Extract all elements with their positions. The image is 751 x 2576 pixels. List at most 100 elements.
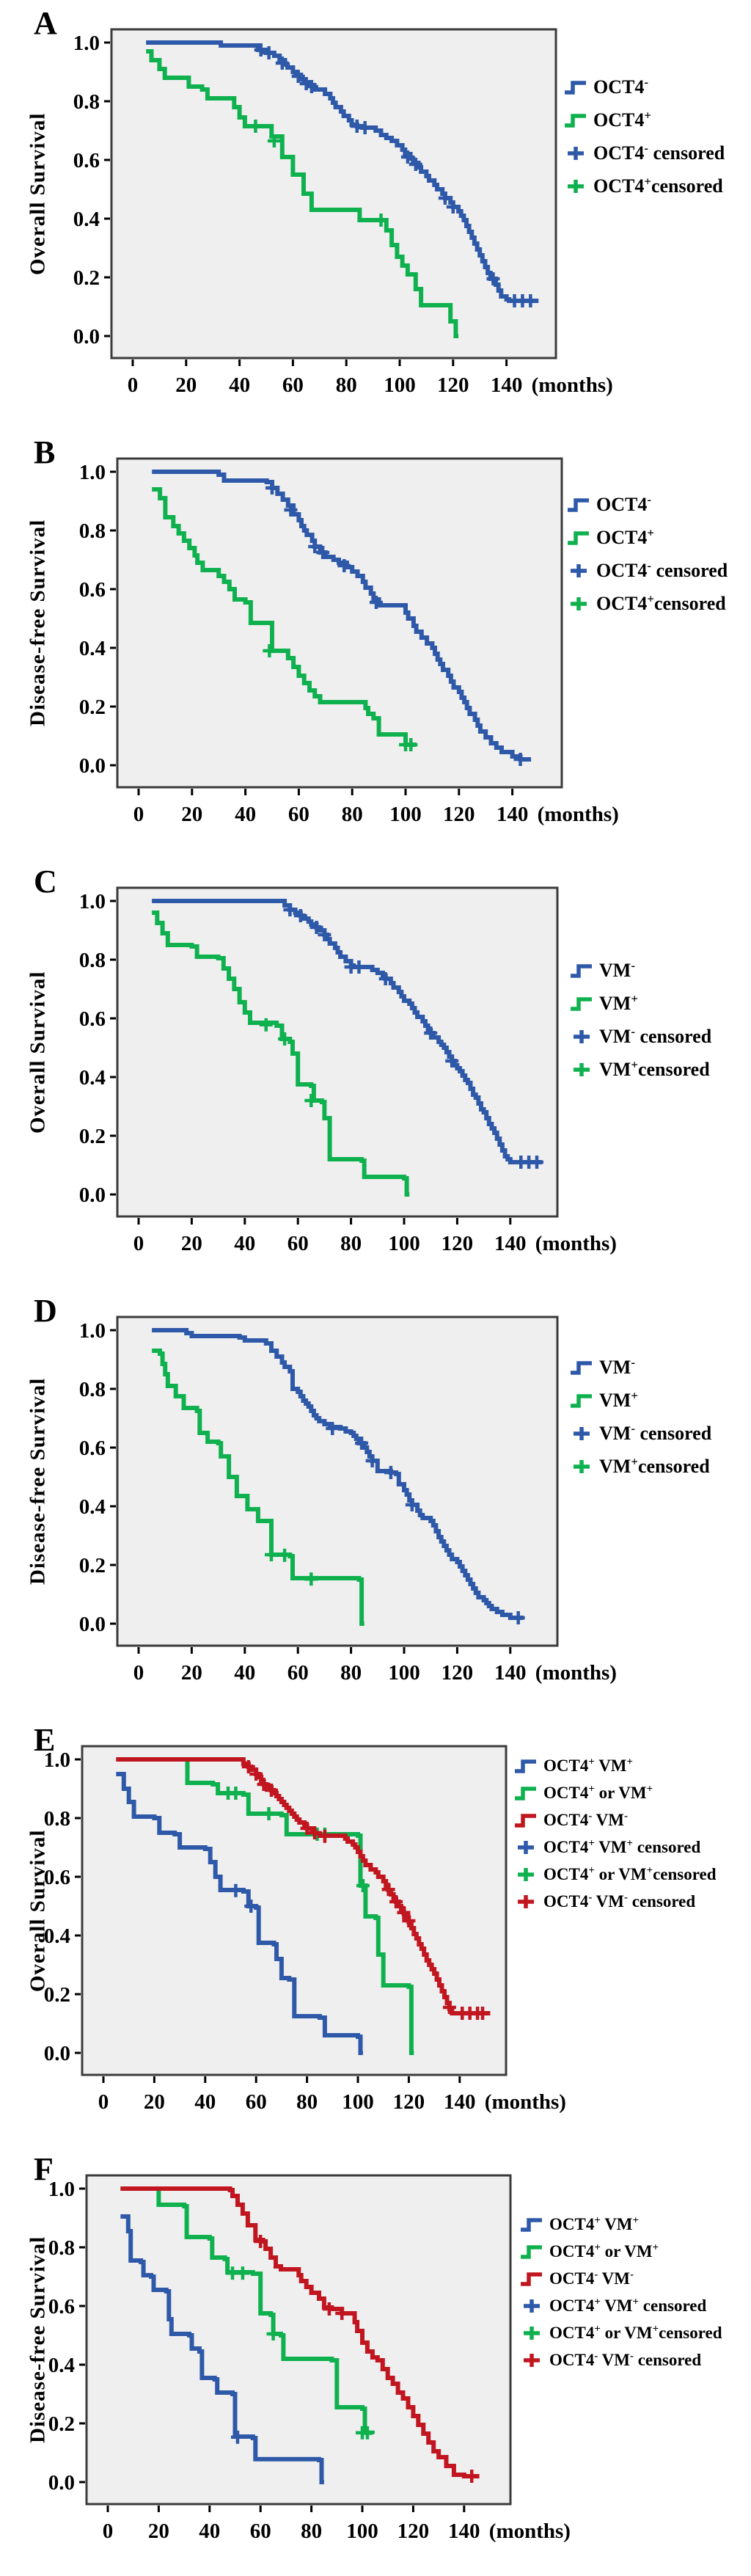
censor-plus-icon [568,180,584,193]
legend-item-oct4-pos-or-vm-pos: OCT4+ or VM+ [519,2242,722,2261]
y-tick-label: 0.8 [48,2236,75,2260]
y-tick-label: 0.4 [48,2354,75,2377]
x-tick-label: 120 [393,2090,425,2114]
legend-item-oct4-poscensored: OCT4+censored [566,592,728,615]
y-tick-label: 0.6 [48,2295,75,2318]
km-curve-oct4-pos [146,49,459,338]
censor-marks-oct4-neg [254,43,538,307]
km-chart-overall-survival-oct4: 0.0 0.2 0.4 0.6 0.8 1.0 0 20 40 60 80 100 120 140 (mon… [73,28,613,397]
y-axis: 0.0 0.2 0.4 0.6 0.8 1.0 [79,1319,116,1636]
panel-e: E Overall Survival 0.0 0.2 0.4 0.6 0.8 1.0 0 20… [0,1717,751,2146]
panel-c: C Overall Survival 0.0 0.2 0.4 0.6 0.8 1.0 0 20… [0,858,751,1288]
legend-item-oct4-pos-or-vm-pos: OCT4+ or VM+ [513,1784,717,1803]
x-tick-label: 40 [234,1661,255,1685]
legend-item-oct4-neg-censored: OCT4- censored [563,142,725,164]
y-tick-label: 0.2 [48,2412,75,2436]
legend-label: VM- [599,1355,635,1378]
panel-letter-c: C [34,864,57,900]
km-curve-vm-pos [152,911,410,1197]
plot-area [116,1316,559,1647]
x-tick-label: 40 [229,373,250,397]
y-axis: 0.0 0.2 0.4 0.6 0.8 1.0 [48,2178,85,2495]
censor-plus-icon [574,1460,590,1473]
censor-marks-oct4-pos-or-vm-pos [226,2266,374,2440]
y-tick-label: 0.0 [44,2042,70,2065]
legend-label: OCT4+ [593,108,651,131]
y-tick-label: 0.4 [79,637,106,660]
x-tick-label: 20 [144,2090,165,2114]
censor-marks-oct4-pos-vm-pos [229,1883,258,1913]
y-tick-label: 0.6 [79,578,106,602]
legend-label: VM- [599,958,635,981]
x-tick-label: 120 [442,1232,474,1255]
plot-area [110,28,557,360]
x-tick-label: 20 [181,1661,202,1685]
km-chart-dfs-vm: 0.0 0.2 0.4 0.6 0.8 1.0 0 20 40 60 80 100 120 140 (mon… [79,1316,617,1685]
censor-plus-icon [571,597,587,610]
censor-marks-oct4-pos [249,120,388,227]
y-tick-label: 1.0 [79,461,106,484]
legend-item-vm-neg: VM- [569,1355,711,1379]
x-tick-label: 140 [494,1661,527,1685]
km-curve-oct4-neg [152,470,532,762]
legend-item-oct4-poscensored: OCT4+censored [563,175,725,197]
x-tick-label: 120 [398,2520,430,2543]
km-curve-oct4-pos-or-vm-pos [120,2186,375,2435]
x-tick-label: 100 [389,803,422,826]
step-line-swatch-icon [521,2272,542,2286]
x-tick-label: 20 [175,373,197,397]
step-line-swatch-icon [571,1361,592,1375]
legend-label: OCT4- [593,75,648,98]
step-line-swatch-icon [565,114,586,128]
legend: VM- VM+ VM- censored VM+censored [569,1355,711,1478]
y-tick-label: 0.0 [79,1183,106,1207]
step-line-swatch-icon [515,1787,536,1800]
x-axis-unit-label: (months) [485,2090,566,2114]
legend-label: VM+ [599,991,638,1014]
censor-plus-icon [574,1427,590,1440]
km-chart-dfs-oct4: 0.0 0.2 0.4 0.6 0.8 1.0 0 20 40 60 80 100 120 140 (mon… [79,457,619,826]
censor-plus-icon [524,2299,540,2313]
step-line-swatch-icon [521,2245,542,2259]
step-line-swatch-icon [571,964,592,978]
x-tick-label: 0 [103,2520,114,2543]
legend-item-oct4-pos-vm-pos: OCT4+ VM+ [513,1756,717,1776]
x-tick-label: 0 [133,1232,144,1255]
censor-marks-vm-neg [283,903,543,1169]
y-tick-label: 0.8 [79,1378,106,1401]
legend: VM- VM+ VM- censored VM+censored [569,958,711,1081]
y-tick-label: 0.4 [44,1924,70,1948]
km-curve-vm-neg [152,899,543,1164]
legend-item-vm-pos: VM+ [569,1389,711,1412]
y-axis: 0.0 0.2 0.4 0.6 0.8 1.0 [79,890,116,1207]
y-axis: 0.0 0.2 0.4 0.6 0.8 1.0 [79,461,116,778]
y-tick-label: 1.0 [73,32,100,55]
y-tick-label: 0.4 [79,1066,106,1090]
panel-b: B Disease-free Survival 0.0 0.2 0.4 0.6 0.8 1… [0,429,751,858]
plot-area [85,2174,512,2506]
x-tick-label: 140 [448,2520,480,2543]
legend-item-vm-neg: VM- [569,958,711,982]
x-axis: 0 20 40 60 80 100 120 140 (months) [98,2076,566,2114]
legend-item-vm-poscensored: VM+censored [569,1057,711,1081]
x-tick-label: 60 [246,2090,267,2114]
plot-area [116,886,559,1218]
plot-area [116,457,563,789]
legend-item-oct4-neg-vm-neg: OCT4- VM- [513,1811,717,1830]
step-line-swatch-icon [571,997,592,1011]
panel-f: F Disease-free Survival 0.0 0.2 0.4 0.6 0.8 1… [0,2146,751,2575]
x-tick-label: 100 [388,1661,420,1685]
legend-item-oct4-neg: OCT4- [566,493,728,516]
panel-letter-f: F [34,2151,54,2187]
x-tick-label: 0 [128,373,139,397]
legend-label: VM+censored [599,1057,710,1080]
legend-item-oct4-neg-censored: OCT4- censored [566,559,728,582]
step-line-swatch-icon [515,1759,536,1773]
censor-marks-oct4-neg-vm-neg [254,2235,479,2483]
censor-marks-oct4-pos-vm-pos [230,2430,244,2444]
x-axis-unit-label: (months) [538,803,619,826]
censor-marks-oct4-pos [263,644,418,751]
legend-item-vm-neg-censored: VM- censored [569,1422,711,1445]
censor-plus-icon [571,564,587,577]
